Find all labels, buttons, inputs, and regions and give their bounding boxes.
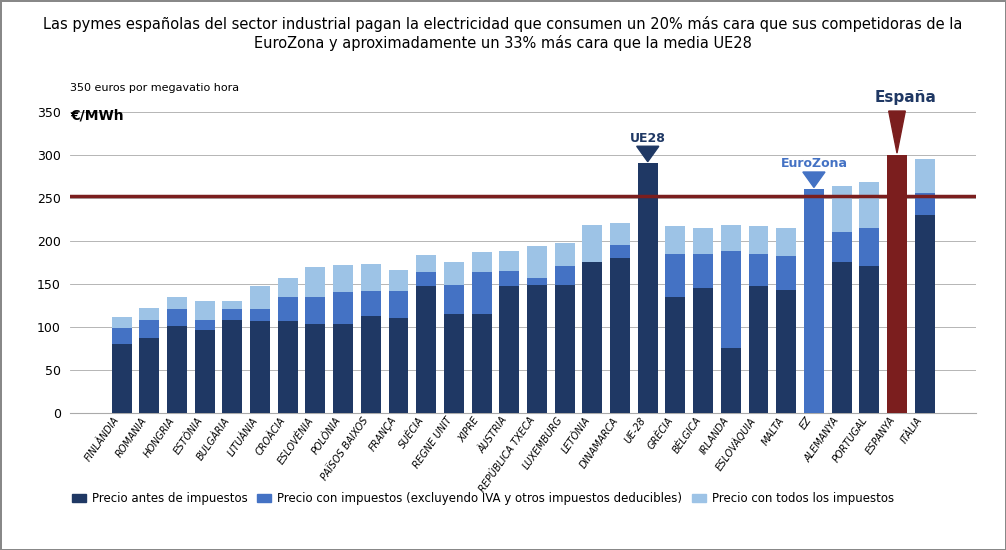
Bar: [472, 252, 492, 272]
Bar: [278, 278, 298, 296]
Bar: [721, 348, 740, 412]
Bar: [666, 226, 685, 254]
Bar: [167, 326, 187, 412]
Bar: [582, 226, 603, 262]
Bar: [777, 290, 796, 412]
Bar: [472, 272, 492, 314]
Bar: [194, 330, 214, 412]
Bar: [361, 290, 380, 316]
Bar: [250, 286, 270, 310]
Bar: [278, 296, 298, 321]
Polygon shape: [803, 172, 825, 188]
Text: Las pymes españolas del sector industrial pagan la electricidad que consumen un : Las pymes españolas del sector industria…: [43, 16, 963, 51]
Bar: [250, 321, 270, 412]
Bar: [388, 318, 408, 412]
Bar: [859, 182, 879, 228]
Bar: [804, 189, 824, 240]
Bar: [139, 338, 159, 412]
Bar: [499, 286, 519, 412]
Bar: [333, 265, 353, 292]
Text: €/MWh: €/MWh: [70, 108, 124, 123]
Text: 350 euros por megavatio hora: 350 euros por megavatio hora: [70, 82, 239, 93]
Bar: [444, 314, 464, 412]
Bar: [721, 226, 740, 251]
Polygon shape: [637, 146, 659, 162]
Bar: [554, 267, 574, 285]
Bar: [693, 288, 713, 412]
Bar: [222, 320, 242, 412]
Bar: [859, 267, 879, 412]
Bar: [499, 251, 519, 271]
Bar: [748, 286, 769, 412]
Bar: [914, 194, 935, 215]
Bar: [222, 310, 242, 320]
Legend: Precio antes de impuestos, Precio con impuestos (excluyendo IVA y otros impuesto: Precio antes de impuestos, Precio con im…: [67, 487, 898, 510]
Bar: [832, 232, 852, 262]
Bar: [112, 328, 132, 344]
Bar: [361, 264, 380, 290]
Bar: [306, 267, 325, 296]
Bar: [194, 301, 214, 320]
Bar: [638, 163, 658, 255]
Bar: [499, 271, 519, 286]
Bar: [693, 254, 713, 288]
Text: UE28: UE28: [630, 131, 666, 145]
Bar: [388, 290, 408, 318]
Bar: [887, 155, 907, 200]
Bar: [527, 246, 547, 278]
Bar: [887, 200, 907, 412]
Bar: [582, 262, 603, 412]
Bar: [610, 245, 630, 258]
Bar: [167, 296, 187, 310]
Bar: [278, 321, 298, 412]
Bar: [748, 226, 769, 254]
Bar: [666, 254, 685, 296]
Bar: [444, 262, 464, 285]
Bar: [554, 285, 574, 412]
Polygon shape: [888, 111, 905, 153]
Bar: [167, 310, 187, 326]
Bar: [804, 326, 824, 412]
Bar: [777, 228, 796, 256]
Bar: [112, 317, 132, 328]
Bar: [333, 324, 353, 412]
Bar: [388, 270, 408, 290]
Text: EuroZona: EuroZona: [781, 157, 847, 170]
Bar: [554, 243, 574, 267]
Bar: [804, 240, 824, 326]
Bar: [748, 254, 769, 286]
Bar: [721, 251, 740, 348]
Bar: [112, 344, 132, 412]
Bar: [472, 314, 492, 412]
Bar: [361, 316, 380, 412]
Bar: [139, 307, 159, 320]
Bar: [306, 324, 325, 412]
Bar: [610, 223, 630, 245]
Bar: [416, 255, 437, 272]
Bar: [527, 278, 547, 285]
Bar: [832, 262, 852, 412]
Bar: [527, 285, 547, 412]
Bar: [610, 258, 630, 412]
Bar: [194, 320, 214, 330]
Bar: [416, 286, 437, 412]
Bar: [859, 228, 879, 267]
Bar: [139, 320, 159, 338]
Bar: [416, 272, 437, 286]
Text: España: España: [874, 90, 937, 105]
Bar: [444, 285, 464, 313]
Bar: [333, 292, 353, 324]
Bar: [666, 296, 685, 412]
Bar: [777, 256, 796, 290]
Bar: [222, 301, 242, 310]
Bar: [914, 215, 935, 412]
Bar: [832, 186, 852, 232]
Bar: [693, 228, 713, 254]
Bar: [306, 296, 325, 324]
Bar: [250, 310, 270, 321]
Bar: [914, 159, 935, 194]
Bar: [638, 255, 658, 412]
